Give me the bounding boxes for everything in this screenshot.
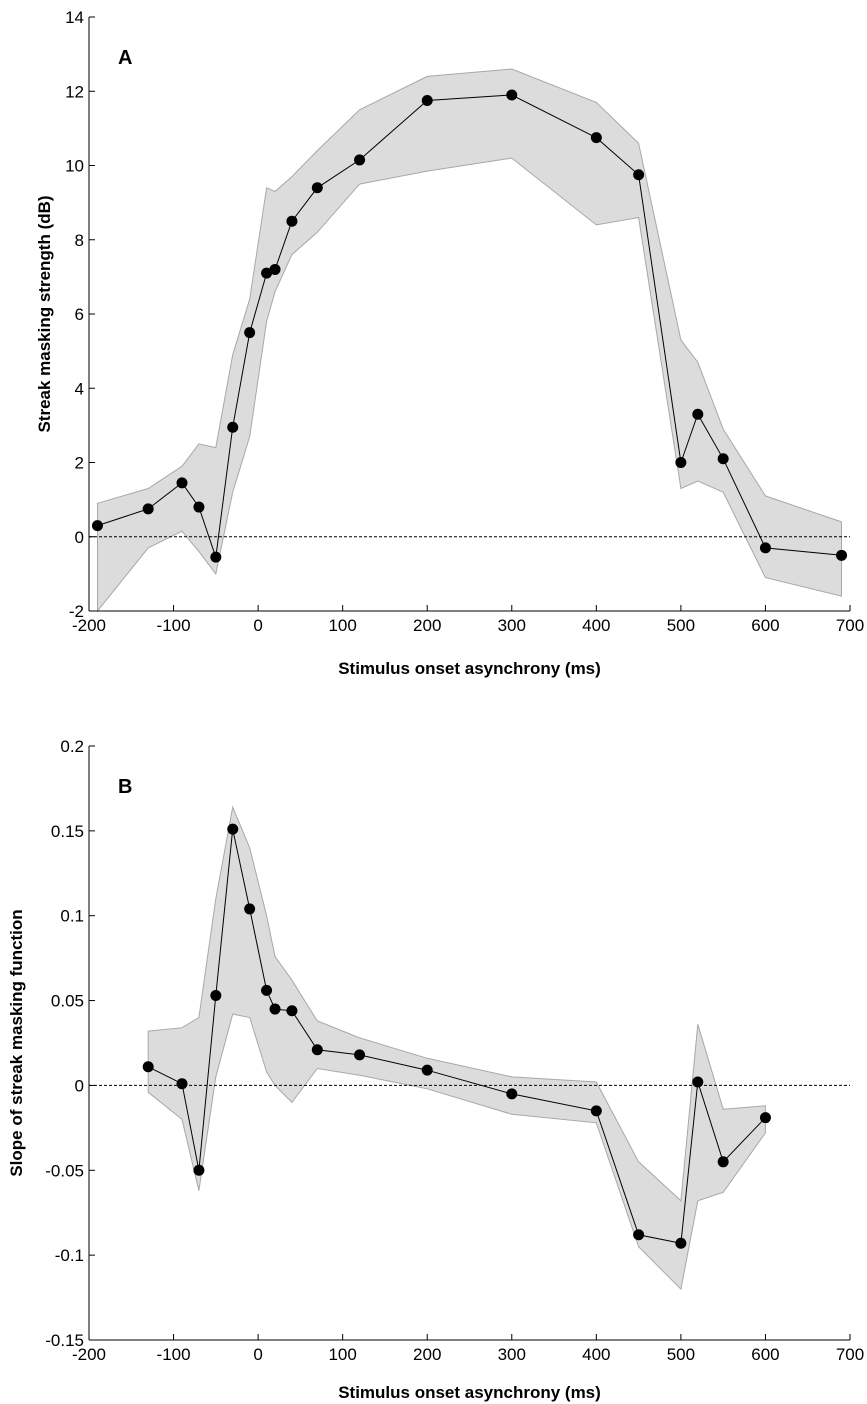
x-tick-label: 300 (498, 616, 526, 635)
y-tick-label: -0.05 (45, 1161, 84, 1180)
y-tick-label: 6 (75, 305, 84, 324)
data-point (354, 154, 366, 166)
x-tick-label: 0 (253, 1345, 262, 1364)
data-point (633, 1229, 645, 1241)
data-point (286, 215, 298, 227)
data-point (269, 263, 281, 275)
y-tick-label: -0.1 (55, 1246, 84, 1265)
data-point (142, 503, 154, 515)
data-point (759, 1112, 771, 1124)
chart-panel-b: -200 -100 0 100 200 300 400 500 600 700 -0.15 -0.1 -… (7, 737, 864, 1402)
x-tick-label: 500 (667, 1345, 695, 1364)
data-point (176, 477, 188, 489)
x-tick-label: 600 (751, 1345, 779, 1364)
data-point (675, 457, 687, 468)
x-tick-label: -100 (157, 1345, 191, 1364)
data-point (227, 823, 239, 835)
x-tick-label: 700 (836, 616, 864, 635)
data-point (590, 1105, 602, 1117)
x-tick-label: 300 (498, 1345, 526, 1364)
y-tick-label: 4 (75, 379, 84, 398)
data-point (311, 182, 323, 194)
y-axis-title: Streak masking strength (dB) (35, 195, 54, 432)
y-tick-label: 0 (75, 528, 84, 547)
data-point (692, 1076, 704, 1088)
x-axis-title: Stimulus onset asynchrony (ms) (338, 659, 601, 678)
y-tick-label: 8 (75, 231, 84, 250)
data-point (633, 169, 645, 181)
data-point (421, 95, 433, 107)
x-tick-label: 0 (253, 616, 262, 635)
x-tick-label: -200 (72, 1345, 106, 1364)
data-point (286, 1005, 298, 1017)
y-tick-label: 10 (65, 157, 84, 176)
data-point (692, 408, 704, 420)
x-axis-title: Stimulus onset asynchrony (ms) (338, 1383, 601, 1402)
data-point (717, 453, 729, 465)
y-tick-label: 0.2 (60, 737, 84, 756)
data-point (176, 1078, 188, 1090)
data-point (717, 1156, 729, 1168)
data-point (261, 984, 273, 996)
data-point (311, 1044, 323, 1056)
confidence-band (97, 68, 842, 613)
y-tick-label: 14 (65, 8, 84, 27)
data-point (210, 989, 222, 1001)
x-tick-label: 600 (751, 616, 779, 635)
data-point (590, 132, 602, 144)
x-tick-label: 200 (413, 616, 441, 635)
y-tick-label: 0.15 (51, 822, 84, 841)
data-point (193, 1164, 205, 1176)
x-tick-label: 400 (582, 1345, 610, 1364)
x-tick-label: -100 (157, 616, 191, 635)
data-point (193, 501, 205, 513)
y-tick-label: -0.15 (45, 1331, 84, 1350)
x-tick-label: 200 (413, 1345, 441, 1364)
data-point (354, 1049, 366, 1061)
data-point (506, 1088, 518, 1100)
data-point (759, 542, 771, 554)
x-tick-label: -200 (72, 616, 106, 635)
x-tick-label: 400 (582, 616, 610, 635)
x-tick-label: 100 (328, 616, 356, 635)
data-point (836, 549, 848, 561)
data-point (506, 89, 518, 101)
y-tick-label: 0 (75, 1076, 84, 1095)
confidence-band (147, 805, 766, 1291)
data-point (244, 327, 256, 339)
panel-label: B (118, 776, 132, 798)
data-point (244, 903, 256, 915)
data-point (227, 421, 239, 433)
data-point (261, 267, 273, 279)
x-tick-label: 700 (836, 1345, 864, 1364)
y-axis-title: Slope of streak masking function (7, 909, 26, 1176)
panel-label: A (118, 47, 132, 69)
chart-panel-a: -200 -100 0 100 200 300 400 500 600 700 -2 0 2 4 6 8 10 1… (35, 8, 864, 678)
y-tick-label: 0.1 (60, 907, 84, 926)
data-point (421, 1064, 433, 1076)
data-point (91, 520, 103, 532)
y-tick-label: 12 (65, 82, 84, 101)
data-point (269, 1003, 281, 1015)
y-tick-label: 2 (75, 454, 84, 473)
x-tick-label: 100 (328, 1345, 356, 1364)
y-tick-label: 0.05 (51, 992, 84, 1011)
data-point (142, 1061, 154, 1073)
x-tick-label: 500 (667, 616, 695, 635)
data-point (210, 551, 222, 563)
data-point (675, 1237, 687, 1249)
y-tick-label: -2 (69, 602, 84, 621)
